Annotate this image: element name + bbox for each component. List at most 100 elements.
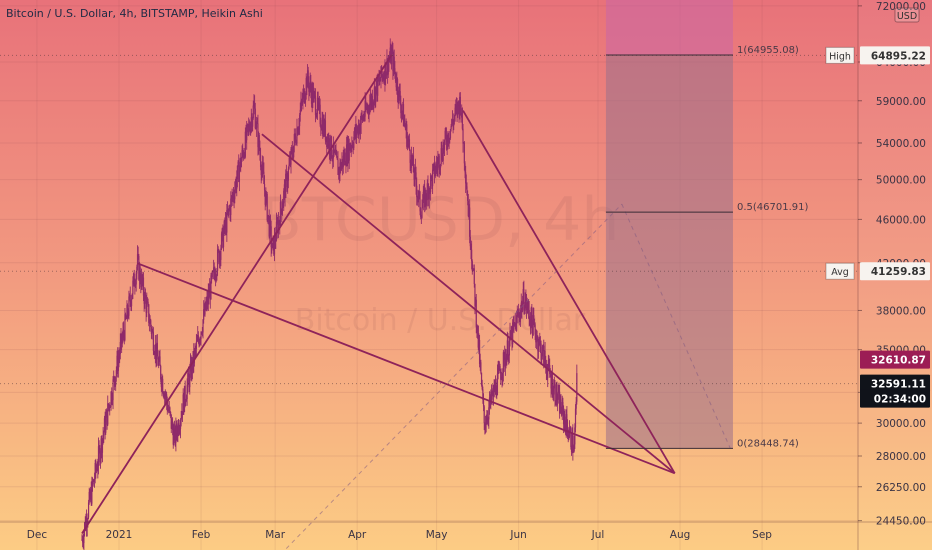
candle-body [271, 243, 274, 249]
candle-body [527, 302, 529, 308]
time-axis[interactable]: Dec 2021 Feb Mar Apr May Jun Jul Aug Sep [0, 521, 932, 541]
projection-box [605, 0, 733, 449]
candle-body [208, 291, 210, 298]
candle-body [360, 114, 362, 125]
candle-body [306, 78, 308, 88]
candle-body [261, 169, 263, 176]
candle-body [95, 463, 97, 471]
candle-body [517, 313, 519, 316]
candle-body [264, 190, 266, 205]
candle-body [149, 320, 151, 324]
candle-body [374, 87, 376, 103]
candle-body [349, 143, 351, 151]
candle-body [399, 90, 401, 103]
candle-body [576, 373, 578, 402]
candle-body [366, 107, 368, 110]
candle-body [219, 253, 221, 260]
candle-body [334, 151, 336, 155]
candle-body [418, 191, 420, 199]
candle-body [351, 143, 354, 147]
candle-body [119, 342, 121, 355]
price-tick-label: 30000.00 [876, 418, 926, 430]
candle-body [276, 221, 278, 223]
candle-body [267, 215, 270, 217]
candle-body [174, 428, 176, 444]
candle-body [433, 162, 436, 177]
candle-body [116, 355, 118, 370]
candle-body [377, 75, 379, 81]
candle-body [241, 150, 243, 160]
candle-body [141, 275, 143, 284]
candle-body [412, 155, 414, 163]
candle-body [90, 490, 92, 504]
candle-body [284, 184, 286, 198]
candle-body [128, 296, 130, 316]
candle-body [170, 414, 172, 429]
candle-body [110, 391, 112, 407]
candle-body [396, 79, 399, 95]
candle-body [307, 70, 309, 83]
candle-body [328, 138, 330, 153]
time-tick-label: 2021 [106, 529, 133, 541]
candle-body [82, 542, 84, 544]
candle-body [501, 376, 503, 378]
candle-body [156, 342, 158, 360]
candle-body [357, 125, 360, 136]
candle-body [236, 165, 239, 180]
candle-body [300, 100, 302, 110]
candle-body [547, 368, 549, 378]
candle-body [321, 119, 323, 130]
candle-body [570, 447, 573, 453]
candle-body [465, 183, 467, 187]
candle-body [458, 105, 460, 116]
candle-body [375, 87, 377, 103]
candle-body [553, 383, 555, 386]
candle-body [530, 308, 532, 329]
candle-body [402, 104, 404, 112]
candle-body [296, 127, 298, 144]
candle-body [325, 136, 327, 141]
candle-body [127, 305, 129, 316]
candle-body [262, 163, 264, 172]
candle-body [422, 191, 424, 203]
candle-body [282, 203, 284, 208]
candle-body [496, 394, 498, 396]
candle-body [373, 100, 375, 104]
candle-body [490, 391, 493, 400]
candle-body [500, 376, 503, 380]
candle-body [157, 355, 159, 366]
candle-body [115, 369, 117, 377]
candle-body [518, 312, 520, 317]
candle-body [408, 139, 411, 150]
price-axis[interactable]: 72000.0064000.0059000.0054000.0050000.00… [825, 0, 932, 550]
candle-body [107, 403, 110, 409]
candle-body [354, 128, 356, 136]
candle-body [304, 99, 306, 103]
candle-body [535, 338, 538, 343]
candle-body [461, 108, 463, 116]
candle-body [299, 114, 301, 127]
candle-body [179, 429, 181, 431]
candle-body [150, 320, 152, 328]
candle-body [235, 181, 237, 190]
candle-body [560, 399, 562, 412]
candle-body [571, 433, 573, 453]
candle-body [212, 271, 214, 273]
candle-body [134, 284, 137, 286]
candle-body [158, 360, 160, 366]
candle-body [439, 167, 441, 170]
candle-body [564, 416, 566, 424]
candle-body [439, 163, 442, 168]
candle-body [459, 96, 461, 113]
candle-body [277, 220, 280, 234]
candle-body [154, 344, 156, 355]
candle-body [132, 273, 135, 281]
candle-body [564, 423, 567, 434]
candle-body [94, 463, 96, 480]
candle-body [431, 176, 433, 187]
candle-body [236, 179, 238, 190]
candle-body [409, 149, 411, 163]
candle-body [471, 249, 473, 262]
candle-body [435, 163, 437, 173]
